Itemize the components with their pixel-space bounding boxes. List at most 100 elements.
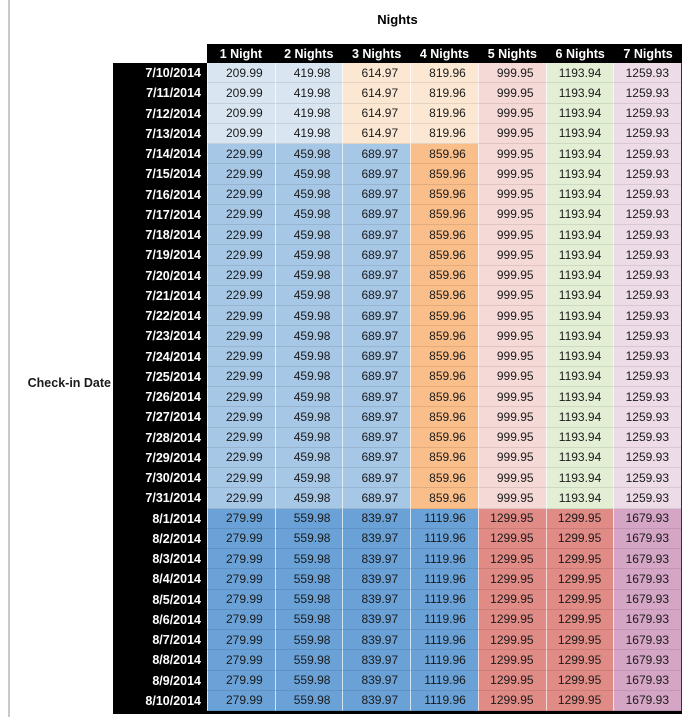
price-cell[interactable]: 1119.96: [410, 690, 478, 711]
price-cell[interactable]: 1193.94: [545, 63, 614, 84]
price-cell[interactable]: 1299.95: [477, 650, 546, 671]
price-cell[interactable]: 1259.93: [613, 245, 681, 266]
price-cell[interactable]: 1193.94: [545, 265, 614, 286]
price-cell[interactable]: 1193.94: [545, 326, 614, 347]
price-cell[interactable]: 1299.95: [477, 589, 546, 610]
price-cell[interactable]: 1299.95: [545, 690, 614, 711]
price-cell[interactable]: 689.97: [342, 488, 411, 509]
price-cell[interactable]: 1259.93: [613, 387, 681, 408]
price-cell[interactable]: 999.95: [477, 204, 546, 225]
price-cell[interactable]: 1299.95: [477, 508, 546, 529]
date-cell[interactable]: 7/14/2014: [113, 144, 207, 165]
price-cell[interactable]: 459.98: [274, 346, 343, 367]
date-cell[interactable]: 7/29/2014: [113, 447, 207, 468]
column-header-6-nights[interactable]: 6 Nights: [546, 44, 615, 63]
price-cell[interactable]: 459.98: [274, 407, 343, 428]
price-cell[interactable]: 459.98: [274, 427, 343, 448]
price-cell[interactable]: 1193.94: [545, 123, 614, 144]
price-cell[interactable]: 859.96: [410, 225, 478, 246]
price-cell[interactable]: 1299.95: [545, 630, 614, 651]
price-cell[interactable]: 1259.93: [613, 83, 681, 104]
price-cell[interactable]: 1679.93: [613, 569, 681, 590]
price-cell[interactable]: 689.97: [342, 265, 411, 286]
price-cell[interactable]: 859.96: [410, 285, 478, 306]
price-cell[interactable]: 459.98: [274, 468, 343, 489]
date-cell[interactable]: 8/5/2014: [113, 589, 207, 610]
price-cell[interactable]: 419.98: [274, 103, 343, 124]
price-cell[interactable]: 229.99: [207, 285, 275, 306]
price-cell[interactable]: 1259.93: [613, 103, 681, 124]
price-cell[interactable]: 859.96: [410, 164, 478, 185]
column-header-4-nights[interactable]: 4 Nights: [410, 44, 479, 63]
price-cell[interactable]: 1679.93: [613, 670, 681, 691]
price-cell[interactable]: 1299.95: [477, 630, 546, 651]
price-cell[interactable]: 1193.94: [545, 407, 614, 428]
price-cell[interactable]: 1259.93: [613, 326, 681, 347]
price-cell[interactable]: 229.99: [207, 468, 275, 489]
price-cell[interactable]: 1259.93: [613, 346, 681, 367]
price-cell[interactable]: 1259.93: [613, 366, 681, 387]
price-cell[interactable]: 1259.93: [613, 447, 681, 468]
date-cell[interactable]: 8/6/2014: [113, 609, 207, 630]
price-cell[interactable]: 1193.94: [545, 306, 614, 327]
price-cell[interactable]: 1299.95: [477, 690, 546, 711]
price-cell[interactable]: 689.97: [342, 387, 411, 408]
price-cell[interactable]: 229.99: [207, 326, 275, 347]
price-cell[interactable]: 1259.93: [613, 204, 681, 225]
price-cell[interactable]: 839.97: [342, 508, 411, 529]
price-cell[interactable]: 689.97: [342, 447, 411, 468]
price-cell[interactable]: 689.97: [342, 204, 411, 225]
price-cell[interactable]: 279.99: [207, 589, 275, 610]
price-cell[interactable]: 859.96: [410, 144, 478, 165]
price-cell[interactable]: 999.95: [477, 306, 546, 327]
price-cell[interactable]: 1119.96: [410, 650, 478, 671]
price-cell[interactable]: 1193.94: [545, 488, 614, 509]
price-cell[interactable]: 1119.96: [410, 670, 478, 691]
price-cell[interactable]: 1119.96: [410, 609, 478, 630]
price-cell[interactable]: 419.98: [274, 123, 343, 144]
price-cell[interactable]: 859.96: [410, 387, 478, 408]
date-cell[interactable]: 7/13/2014: [113, 123, 207, 144]
price-cell[interactable]: 859.96: [410, 488, 478, 509]
price-cell[interactable]: 459.98: [274, 387, 343, 408]
price-cell[interactable]: 229.99: [207, 306, 275, 327]
date-cell[interactable]: 7/18/2014: [113, 225, 207, 246]
date-cell[interactable]: 7/19/2014: [113, 245, 207, 266]
price-cell[interactable]: 689.97: [342, 184, 411, 205]
price-cell[interactable]: 1299.95: [545, 569, 614, 590]
price-cell[interactable]: 839.97: [342, 609, 411, 630]
price-cell[interactable]: 559.98: [274, 508, 343, 529]
column-header-5-nights[interactable]: 5 Nights: [478, 44, 547, 63]
date-cell[interactable]: 7/12/2014: [113, 103, 207, 124]
price-cell[interactable]: 859.96: [410, 366, 478, 387]
price-cell[interactable]: 1299.95: [545, 549, 614, 570]
price-cell[interactable]: 1193.94: [545, 468, 614, 489]
price-cell[interactable]: 209.99: [207, 83, 275, 104]
price-cell[interactable]: 459.98: [274, 488, 343, 509]
price-cell[interactable]: 459.98: [274, 285, 343, 306]
price-cell[interactable]: 614.97: [342, 123, 411, 144]
price-cell[interactable]: 1259.93: [613, 123, 681, 144]
price-cell[interactable]: 819.96: [410, 83, 478, 104]
price-cell[interactable]: 559.98: [274, 569, 343, 590]
price-cell[interactable]: 1193.94: [545, 204, 614, 225]
price-cell[interactable]: 1679.93: [613, 528, 681, 549]
price-cell[interactable]: 1259.93: [613, 184, 681, 205]
price-cell[interactable]: 1193.94: [545, 285, 614, 306]
price-cell[interactable]: 1299.95: [477, 569, 546, 590]
price-cell[interactable]: 1259.93: [613, 265, 681, 286]
price-cell[interactable]: 279.99: [207, 528, 275, 549]
price-cell[interactable]: 1299.95: [545, 508, 614, 529]
price-cell[interactable]: 999.95: [477, 447, 546, 468]
date-cell[interactable]: 8/10/2014: [113, 690, 207, 711]
date-cell[interactable]: 7/21/2014: [113, 285, 207, 306]
price-cell[interactable]: 689.97: [342, 144, 411, 165]
price-cell[interactable]: 1119.96: [410, 549, 478, 570]
price-cell[interactable]: 229.99: [207, 144, 275, 165]
price-cell[interactable]: 1259.93: [613, 144, 681, 165]
price-cell[interactable]: 1299.95: [545, 528, 614, 549]
price-cell[interactable]: 1299.95: [477, 549, 546, 570]
price-cell[interactable]: 859.96: [410, 427, 478, 448]
price-cell[interactable]: 1193.94: [545, 83, 614, 104]
date-cell[interactable]: 7/28/2014: [113, 427, 207, 448]
